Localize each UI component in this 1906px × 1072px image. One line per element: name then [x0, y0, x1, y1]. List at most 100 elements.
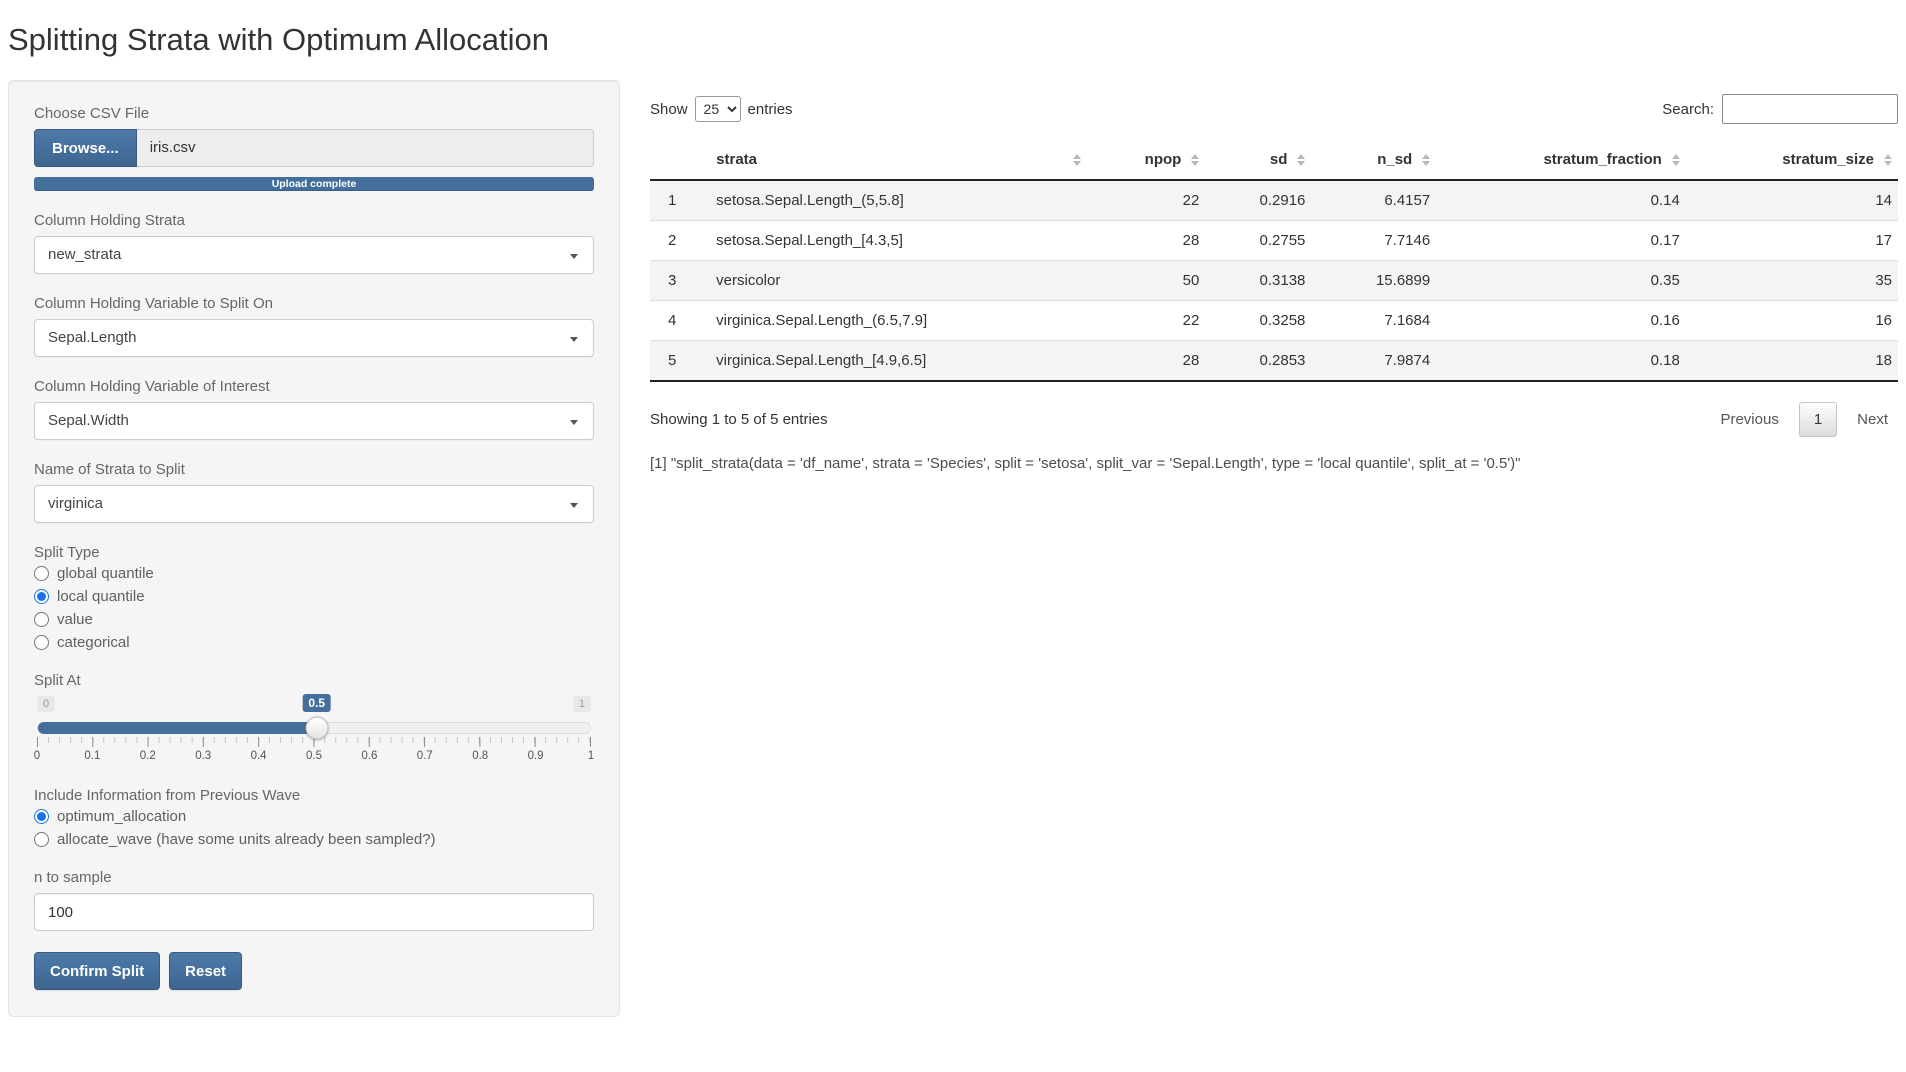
strata-column-label: Column Holding Strata	[34, 212, 185, 229]
table-header-row: strata npop sd n_sd	[650, 140, 1898, 181]
console-output: [1] "split_strata(data = 'df_name', stra…	[650, 455, 1521, 472]
radio-option-categorical[interactable]: categorical	[34, 634, 594, 651]
sort-icon[interactable]	[1884, 153, 1892, 166]
slider-tick-label: 0.4	[250, 750, 267, 762]
slider-tick-labels: 0 0.1 0.2 0.3 0.4 0.5 0.6 0.7 0.8 0.9 1	[33, 750, 595, 766]
search-box: Search:	[1662, 94, 1898, 124]
confirm-split-button[interactable]: Confirm Split	[34, 952, 161, 990]
browse-button[interactable]: Browse...	[34, 129, 137, 167]
slider-tick-label: 0.5	[306, 750, 322, 762]
slider-tick-label: 0.7	[416, 750, 433, 762]
table-info: Showing 1 to 5 of 5 entries	[650, 411, 828, 428]
slider-tick-label: 0.3	[195, 750, 212, 762]
slider-tick-label: 0.2	[139, 750, 156, 762]
radio-value-label[interactable]: value	[57, 611, 93, 628]
n-to-sample-input[interactable]	[34, 893, 594, 931]
results-table: strata npop sd n_sd	[650, 140, 1898, 382]
split-type-group: Split Type global quantile local quantil…	[34, 544, 594, 651]
show-entries-suffix: entries	[747, 100, 793, 118]
column-header-npop[interactable]: npop	[1086, 140, 1206, 181]
radio-categorical-label[interactable]: categorical	[57, 634, 130, 651]
radio-value[interactable]	[34, 612, 49, 627]
radio-local-quantile[interactable]	[34, 589, 49, 604]
previous-page-button[interactable]: Previous	[1720, 411, 1779, 428]
sidebar-panel: Choose CSV File Browse... iris.csv Uploa…	[8, 80, 620, 1017]
slider-handle[interactable]	[305, 716, 329, 740]
split-variable-value: Sepal.Length	[48, 329, 137, 346]
interest-variable-group: Column Holding Variable of Interest Sepa…	[34, 378, 594, 440]
table-row[interactable]: 1 setosa.Sepal.Length_(5,5.8] 22 0.2916 …	[650, 180, 1898, 221]
n-to-sample-label: n to sample	[34, 869, 112, 886]
slider-fill	[38, 722, 317, 734]
page-title: Splitting Strata with Optimum Allocation	[8, 22, 550, 57]
sort-icon[interactable]	[1072, 153, 1081, 166]
table-row[interactable]: 5 virginica.Sepal.Length_[4.9,6.5] 28 0.…	[650, 340, 1898, 382]
show-entries: Show 25 entries	[650, 96, 793, 122]
column-header-strata[interactable]: strata	[706, 140, 1087, 181]
search-input[interactable]	[1722, 94, 1898, 124]
split-at-label: Split At	[34, 672, 81, 689]
table-row[interactable]: 2 setosa.Sepal.Length_[4.3,5] 28 0.2755 …	[650, 220, 1898, 261]
sort-icon[interactable]	[1297, 153, 1306, 166]
radio-global-quantile[interactable]	[34, 566, 49, 581]
pagination: Previous 1 Next	[1710, 402, 1898, 437]
chevron-down-icon	[570, 337, 578, 342]
slider-track[interactable]	[37, 716, 591, 740]
strata-column-value: new_strata	[48, 246, 122, 263]
slider-tick-label: 0.8	[472, 750, 489, 762]
radio-local-quantile-label[interactable]: local quantile	[57, 588, 145, 605]
table-row[interactable]: 3 versicolor 50 0.3138 15.6899 0.35 35	[650, 260, 1898, 301]
strata-column-select[interactable]: new_strata	[34, 236, 594, 274]
sort-icon[interactable]	[1191, 153, 1200, 166]
interest-variable-label: Column Holding Variable of Interest	[34, 378, 270, 395]
radio-option-value[interactable]: value	[34, 611, 594, 628]
next-page-button[interactable]: Next	[1857, 411, 1888, 428]
slider-value-badge: 0.5	[302, 694, 332, 712]
file-input-label: Choose CSV File	[34, 105, 150, 122]
split-variable-label: Column Holding Variable to Split On	[34, 295, 274, 312]
radio-option-optimum-allocation[interactable]: optimum_allocation	[34, 808, 594, 825]
slider-tick-label: 1	[587, 750, 595, 762]
strata-to-split-label: Name of Strata to Split	[34, 461, 185, 478]
action-buttons: Confirm Split Reset	[34, 952, 594, 990]
radio-option-global-quantile[interactable]: global quantile	[34, 565, 594, 582]
file-input: Browse... iris.csv	[34, 129, 594, 167]
strata-to-split-select[interactable]: virginica	[34, 485, 594, 523]
reset-button[interactable]: Reset	[169, 952, 243, 990]
column-header-sd[interactable]: sd	[1205, 140, 1312, 181]
interest-variable-select[interactable]: Sepal.Width	[34, 402, 594, 440]
search-label: Search:	[1662, 100, 1714, 118]
table-controls: Show 25 entries Search:	[650, 94, 1898, 124]
previous-wave-group: Include Information from Previous Wave o…	[34, 787, 594, 848]
column-header-stratum-size[interactable]: stratum_size	[1685, 140, 1898, 181]
page-number-button[interactable]: 1	[1798, 402, 1838, 437]
page-length-select[interactable]: 25	[694, 96, 741, 122]
show-entries-prefix: Show	[650, 100, 688, 118]
radio-option-local-quantile[interactable]: local quantile	[34, 588, 594, 605]
column-header-stratum-fraction[interactable]: stratum_fraction	[1436, 140, 1686, 181]
sort-icon[interactable]	[1671, 153, 1680, 166]
radio-option-allocate-wave[interactable]: allocate_wave (have some units already b…	[34, 831, 594, 848]
main-panel: Show 25 entries Search: strata	[650, 80, 1898, 472]
n-to-sample-group: n to sample	[34, 869, 594, 931]
radio-allocate-wave[interactable]	[34, 832, 49, 847]
table-footer: Showing 1 to 5 of 5 entries Previous 1 N…	[650, 402, 1898, 437]
slider-min-badge: 0	[37, 696, 56, 712]
column-header-n-sd[interactable]: n_sd	[1311, 140, 1437, 181]
split-variable-select[interactable]: Sepal.Length	[34, 319, 594, 357]
radio-optimum-allocation[interactable]	[34, 809, 49, 824]
upload-progress-bar: Upload complete	[34, 177, 594, 191]
file-input-group: Choose CSV File Browse... iris.csv Uploa…	[34, 105, 594, 191]
radio-allocate-wave-label[interactable]: allocate_wave (have some units already b…	[57, 831, 436, 848]
radio-categorical[interactable]	[34, 635, 49, 650]
chevron-down-icon	[570, 420, 578, 425]
strata-column-group: Column Holding Strata new_strata	[34, 212, 594, 274]
slider-tick-label: 0	[33, 750, 41, 762]
table-row[interactable]: 4 virginica.Sepal.Length_(6.5,7.9] 22 0.…	[650, 300, 1898, 341]
file-name-display: iris.csv	[136, 129, 594, 167]
split-variable-group: Column Holding Variable to Split On Sepa…	[34, 295, 594, 357]
slider-max-badge: 1	[572, 696, 591, 712]
sort-icon[interactable]	[1422, 153, 1431, 166]
radio-global-quantile-label[interactable]: global quantile	[57, 565, 154, 582]
radio-optimum-allocation-label[interactable]: optimum_allocation	[57, 808, 187, 825]
